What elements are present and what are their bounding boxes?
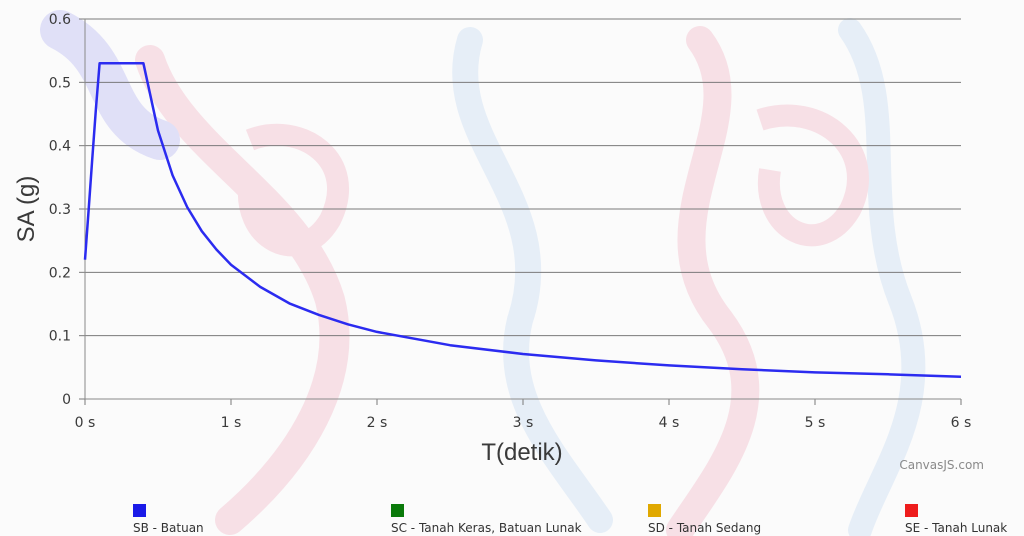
series-line-sb-batuan[interactable] (83, 62, 962, 379)
y-tick-label: 0.1 (49, 329, 71, 345)
series-layer (83, 62, 962, 379)
y-tick-label: 0.2 (49, 265, 71, 281)
legend: SB - Batuan SC - Tanah Keras, Batuan Luna… (133, 504, 1007, 535)
y-tick-label: 0.3 (49, 202, 71, 218)
y-tick-label: 0.6 (49, 12, 71, 28)
x-axis-title: T(detik) (481, 439, 562, 466)
gridlines (85, 18, 961, 337)
x-tick-label: 6 s (951, 415, 972, 431)
y-axis-ticks: 0 0.1 0.2 0.3 0.4 0.5 0.6 (49, 12, 85, 408)
axes (84, 19, 961, 400)
y-tick-label: 0.5 (49, 75, 71, 91)
legend-swatch (905, 504, 918, 517)
watermark-logo (40, 10, 926, 536)
x-tick-label: 4 s (659, 415, 680, 431)
legend-item[interactable]: SE - Tanah Lunak (905, 504, 1007, 535)
legend-label: SD - Tanah Sedang (648, 521, 761, 535)
legend-label: SC - Tanah Keras, Batuan Lunak (391, 521, 582, 535)
legend-label: SB - Batuan (133, 521, 204, 535)
x-axis-ticks: 0 s 1 s 2 s 3 s 4 s 5 s 6 s (75, 399, 972, 431)
legend-item[interactable]: SC - Tanah Keras, Batuan Lunak (391, 504, 582, 535)
y-axis-title: SA (g) (13, 176, 40, 243)
legend-item[interactable]: SB - Batuan (133, 504, 204, 535)
x-tick-label: 0 s (75, 415, 96, 431)
legend-swatch (648, 504, 661, 517)
canvasjs-credit[interactable]: CanvasJS.com (899, 458, 984, 472)
y-tick-label: 0 (62, 392, 71, 408)
x-tick-label: 2 s (367, 415, 388, 431)
y-tick-label: 0.4 (49, 139, 71, 155)
x-tick-label: 3 s (513, 415, 534, 431)
x-tick-label: 1 s (221, 415, 242, 431)
x-tick-label: 5 s (805, 415, 826, 431)
legend-swatch (133, 504, 146, 517)
legend-label: SE - Tanah Lunak (905, 521, 1007, 535)
legend-swatch (391, 504, 404, 517)
legend-item[interactable]: SD - Tanah Sedang (648, 504, 761, 535)
